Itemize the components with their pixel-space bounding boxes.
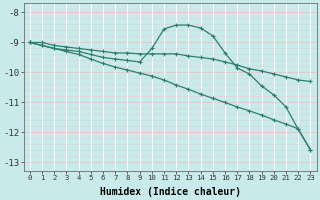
X-axis label: Humidex (Indice chaleur): Humidex (Indice chaleur) <box>100 186 241 197</box>
